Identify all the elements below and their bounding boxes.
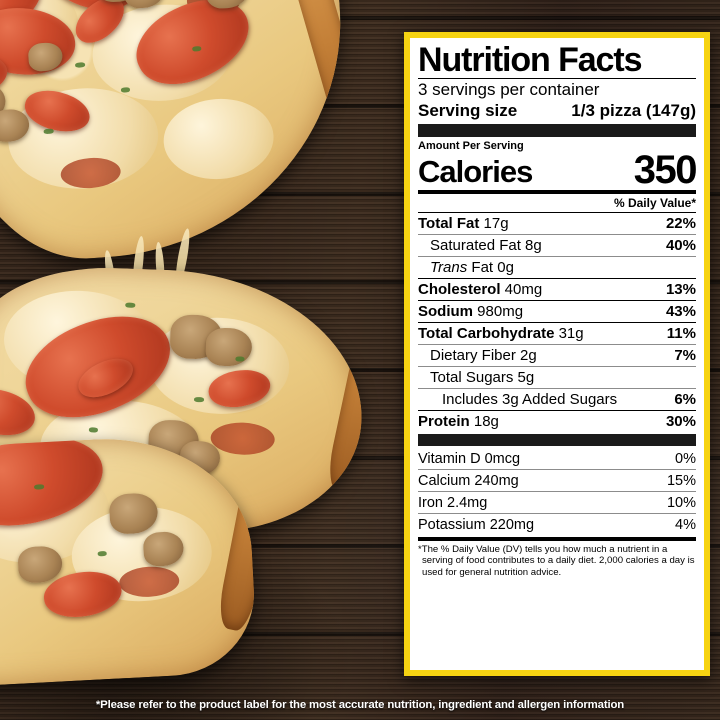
daily-value-footnote: *The % Daily Value (DV) tells you how mu… xyxy=(418,544,695,578)
thick-divider-top xyxy=(418,124,696,137)
nutrient-name: Dietary Fiber 2g xyxy=(430,347,537,364)
nutrient-row: Total Carbohydrate 31g 11% xyxy=(418,322,696,344)
nutrient-name: Saturated Fat 8g xyxy=(430,237,542,254)
nutrient-daily-value: 7% xyxy=(674,347,696,364)
nutrient-daily-value: 13% xyxy=(665,281,696,298)
vitamin-daily-value: 4% xyxy=(675,516,696,533)
nutrient-name: Protein 18g xyxy=(418,413,499,430)
nutrient-row: Trans Fat 0g xyxy=(418,256,696,278)
vitamin-row: Iron 2.4mg 10% xyxy=(418,491,696,513)
nutrient-name: Trans Fat 0g xyxy=(430,259,514,276)
vitamin-daily-value: 15% xyxy=(666,472,696,489)
nutrient-row: Includes 3g Added Sugars 6% xyxy=(418,388,696,410)
calories-label: Calories xyxy=(418,154,533,189)
servings-per-container: 3 servings per container xyxy=(418,80,600,99)
nutrient-row: Total Fat 17g 22% xyxy=(418,212,696,234)
vitamin-name: Vitamin D 0mcg xyxy=(418,450,521,467)
nutrient-row: Protein 18g 30% xyxy=(418,410,696,432)
title-divider xyxy=(418,78,696,79)
nutrient-name: Total Sugars 5g xyxy=(430,369,535,386)
vitamin-row: Calcium 240mg 15% xyxy=(418,469,696,491)
nutrient-row: Total Sugars 5g xyxy=(418,366,696,388)
nutrient-daily-value: 30% xyxy=(665,413,696,430)
nutrient-daily-value: 6% xyxy=(674,391,696,408)
nutrition-facts-label: Nutrition Facts 3 servings per container… xyxy=(404,32,710,676)
nutrient-list: Total Fat 17g 22% Saturated Fat 8g 40% Trans… xyxy=(418,212,696,432)
amount-per-serving-label: Amount Per Serving xyxy=(418,140,524,152)
calories-row: Calories 350 xyxy=(418,148,698,192)
nutrient-daily-value: 11% xyxy=(666,325,696,342)
nutrient-row: Dietary Fiber 2g 7% xyxy=(418,344,696,366)
nutrient-daily-value: 40% xyxy=(665,237,696,254)
nutrient-name: Total Carbohydrate 31g xyxy=(418,325,584,342)
serving-size-row: Serving size 1/3 pizza (147g) xyxy=(418,100,696,121)
thick-divider-vitamins xyxy=(418,434,696,446)
vitamin-name: Calcium 240mg xyxy=(418,472,519,489)
vitamin-name: Potassium 220mg xyxy=(418,516,535,533)
vitamin-row: Vitamin D 0mcg 0% xyxy=(418,448,696,469)
nutrient-daily-value: 22% xyxy=(665,215,696,232)
product-label-disclaimer: *Please refer to the product label for t… xyxy=(95,699,625,711)
nutrient-name: Total Fat 17g xyxy=(418,215,509,232)
footnote-divider xyxy=(418,537,696,541)
nutrient-row: Cholesterol 40mg 13% xyxy=(418,278,696,300)
calories-value: 350 xyxy=(633,148,698,192)
calories-divider xyxy=(418,190,696,194)
vitamin-daily-value: 10% xyxy=(666,494,696,511)
serving-size-label: Serving size xyxy=(418,101,518,120)
nutrient-name: Sodium 980mg xyxy=(418,303,524,320)
nutrient-name: Cholesterol 40mg xyxy=(418,281,543,298)
vitamin-name: Iron 2.4mg xyxy=(418,494,488,511)
nutrient-name: Includes 3g Added Sugars xyxy=(442,391,618,408)
pizza-photograph xyxy=(0,0,376,689)
nutrient-daily-value: 43% xyxy=(665,303,696,320)
nutrient-row: Saturated Fat 8g 40% xyxy=(418,234,696,256)
vitamin-row: Potassium 220mg 4% xyxy=(418,513,696,535)
pizza-slice-top xyxy=(0,0,356,268)
vitamin-list: Vitamin D 0mcg 0% Calcium 240mg 15% Iron 2.4… xyxy=(418,448,696,535)
daily-value-header: % Daily Value* xyxy=(613,196,696,210)
nutrient-row: Sodium 980mg 43% xyxy=(418,300,696,322)
nutrition-facts-title: Nutrition Facts xyxy=(418,41,643,79)
serving-size-value: 1/3 pizza (147g) xyxy=(571,101,696,120)
vitamin-daily-value: 0% xyxy=(675,450,696,467)
